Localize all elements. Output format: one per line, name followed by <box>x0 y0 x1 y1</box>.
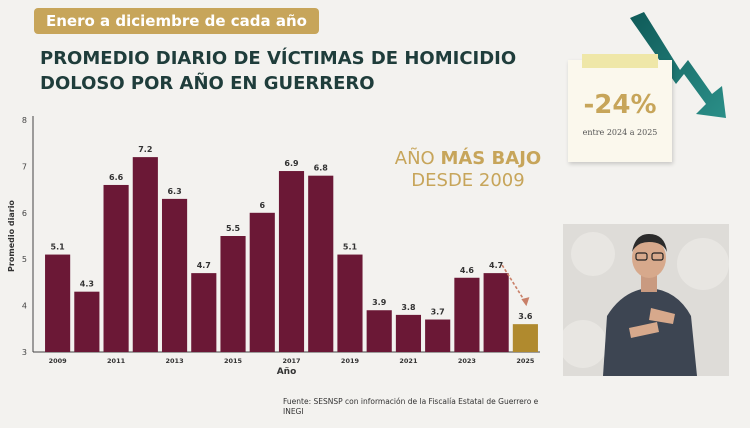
y-tick-label: 3 <box>22 348 27 357</box>
trend-arrow-head <box>521 297 530 307</box>
bar-2015 <box>220 236 246 352</box>
source-line2: INEGI <box>283 407 304 416</box>
value-label-2020: 3.9 <box>372 298 387 307</box>
chart-title: PROMEDIO DIARIO DE VÍCTIMAS DE HOMICIDIO… <box>40 46 516 96</box>
value-label-2014: 4.7 <box>197 261 211 270</box>
bar-2022 <box>425 319 451 352</box>
value-label-2015: 5.5 <box>226 224 241 233</box>
x-tick-label-2013: 2013 <box>166 357 184 365</box>
change-card: -24% entre 2024 a 2025 <box>568 54 672 162</box>
sticky-tape <box>582 54 658 68</box>
value-label-2017: 6.9 <box>284 159 299 168</box>
value-label-2025: 3.6 <box>518 312 533 321</box>
value-label-2012: 7.2 <box>138 145 152 154</box>
chart-title-line1: PROMEDIO DIARIO DE VÍCTIMAS DE HOMICIDIO <box>40 48 517 69</box>
x-tick-label-2021: 2021 <box>399 357 418 365</box>
bar-2012 <box>132 157 158 352</box>
trend-down-arrow-icon <box>630 12 726 118</box>
x-tick-label-2015: 2015 <box>224 357 243 365</box>
x-tick-label-2011: 2011 <box>107 357 126 365</box>
lowest-year-annotation: AÑO MÁS BAJO DESDE 2009 <box>388 148 548 192</box>
lowest-year-line1: AÑO MÁS BAJO <box>388 148 548 170</box>
value-label-2024: 4.7 <box>489 261 503 270</box>
bar-2018 <box>308 175 334 352</box>
bar-2017 <box>278 171 305 352</box>
bar-2016 <box>249 212 275 352</box>
y-tick-label: 4 <box>22 302 27 311</box>
bar-2024 <box>483 273 509 352</box>
x-tick-label-2025: 2025 <box>516 357 535 365</box>
bar-2011 <box>103 184 129 352</box>
value-label-2011: 6.6 <box>109 173 124 182</box>
source-line1: Fuente: SESNSP con información de la Fis… <box>283 397 539 406</box>
bar-2021 <box>395 314 422 352</box>
change-caption: entre 2024 a 2025 <box>582 128 658 137</box>
x-tick-label-2017: 2017 <box>282 357 300 365</box>
lowest-year-line2: DESDE 2009 <box>411 170 525 191</box>
value-label-2009: 5.1 <box>51 243 66 252</box>
x-tick-label-2019: 2019 <box>341 357 360 365</box>
interpreter-image <box>563 232 729 376</box>
date-range-badge: Enero a diciembre de cada año <box>34 8 319 34</box>
value-label-2021: 3.8 <box>401 303 416 312</box>
value-label-2010: 4.3 <box>80 280 94 289</box>
trend-arrow-line <box>501 264 527 303</box>
value-label-2018: 6.8 <box>314 164 329 173</box>
y-tick-label: 5 <box>22 255 27 264</box>
bar-2009 <box>45 254 71 352</box>
y-tick-label: 7 <box>22 162 27 171</box>
value-label-2023: 4.6 <box>460 266 475 275</box>
bar-chart: 3 4 5 6 7 8 5.1 2009 4.3 6.6 2011 7.2 6.3 2013 4.7 5.5 2… <box>7 116 540 377</box>
y-axis-title: Promedio diario <box>7 200 16 272</box>
value-label-2013: 6.3 <box>167 187 181 196</box>
value-label-2016: 6 <box>259 201 265 210</box>
y-tick-label: 8 <box>22 116 27 125</box>
change-percentage: -24% <box>583 90 657 120</box>
lowest-year-prefix: AÑO <box>394 148 435 169</box>
value-label-2019: 5.1 <box>343 243 358 252</box>
x-tick-label-2009: 2009 <box>49 357 68 365</box>
bar-2013 <box>161 198 188 352</box>
sign-language-interpreter <box>563 224 729 376</box>
bar-2019 <box>337 254 363 352</box>
bar-2025 <box>512 324 538 352</box>
source-note: Fuente: SESNSP con información de la Fis… <box>283 397 543 417</box>
y-tick-label: 6 <box>22 209 27 218</box>
bar-2023 <box>454 277 480 352</box>
bar-chart-container: 3 4 5 6 7 8 5.1 2009 4.3 6.6 2011 7.2 6.3 2013 4.7 5.5 2… <box>0 100 560 380</box>
value-label-2022: 3.7 <box>431 308 445 317</box>
chart-title-line2: DOLOSO POR AÑO EN GUERRERO <box>40 73 375 94</box>
bar-2010 <box>74 291 100 352</box>
bar-2014 <box>191 273 217 352</box>
x-axis-title: Año <box>277 367 297 377</box>
bar-2020 <box>366 310 392 352</box>
x-tick-label-2023: 2023 <box>458 357 476 365</box>
lowest-year-bold: MÁS BAJO <box>440 148 542 169</box>
